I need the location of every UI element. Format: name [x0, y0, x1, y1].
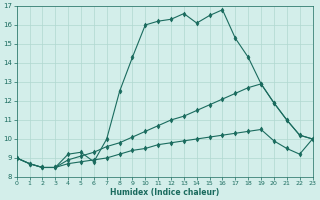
X-axis label: Humidex (Indice chaleur): Humidex (Indice chaleur) [110, 188, 219, 197]
